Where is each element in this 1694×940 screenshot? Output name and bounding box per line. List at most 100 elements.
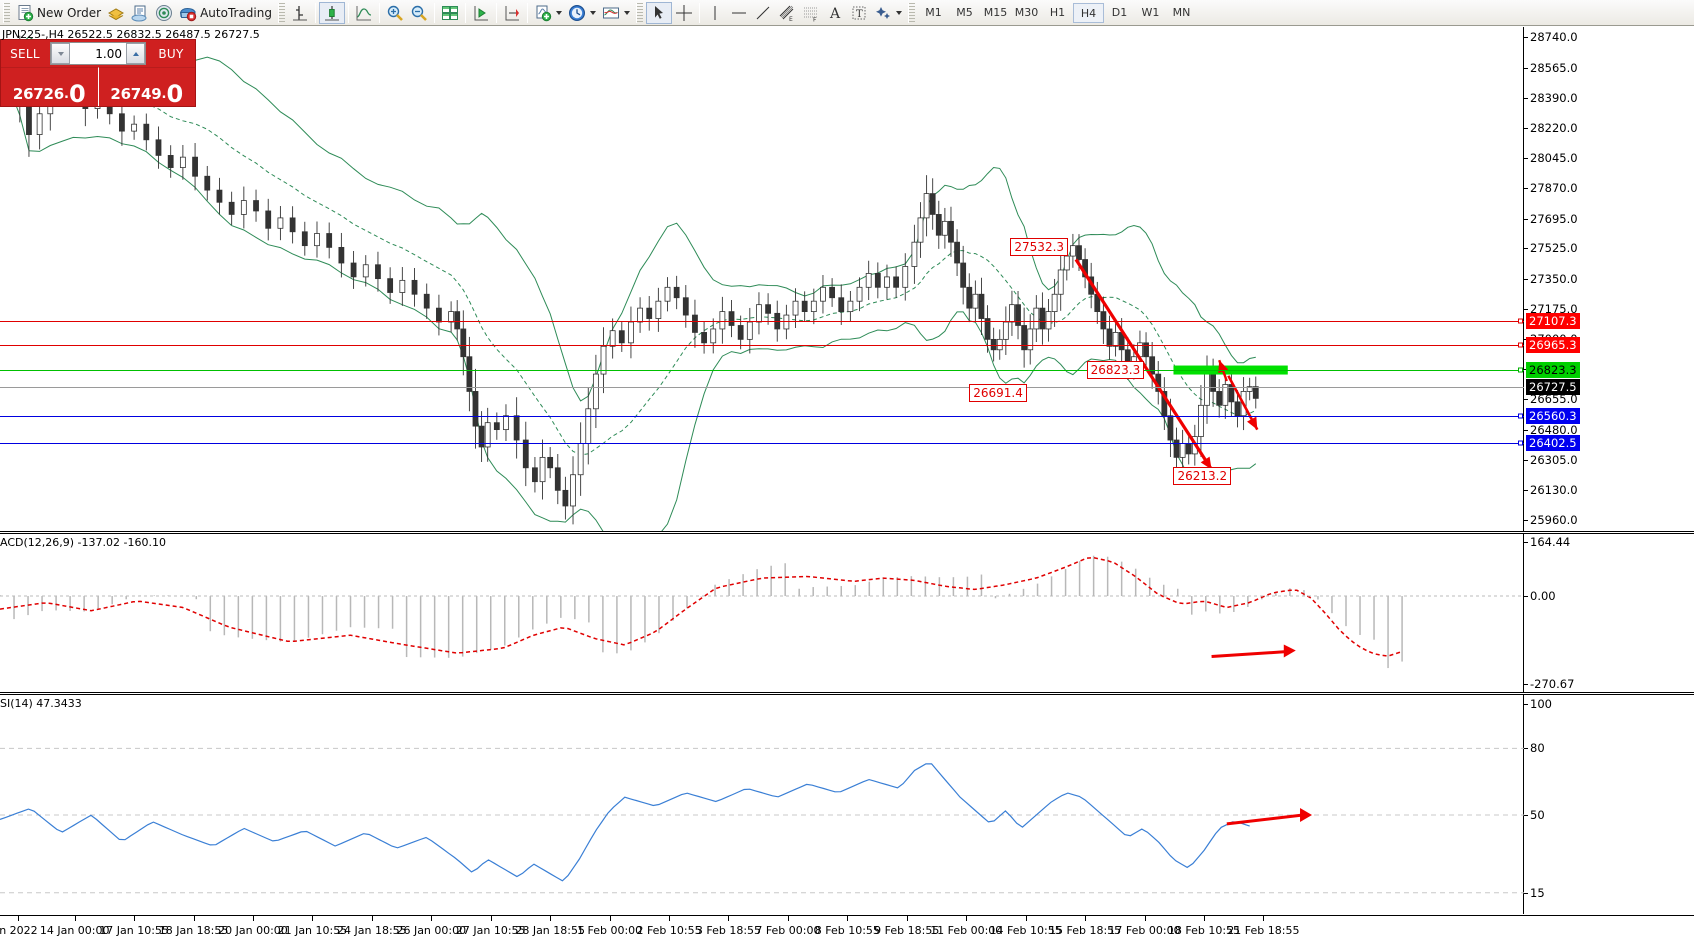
autoscroll-icon [472,4,490,22]
rsi-pane[interactable]: SI(14) 47.3433 100 80 50 15 [0,694,1694,914]
signals-button[interactable] [152,2,176,24]
text-label-button[interactable]: T [847,2,871,24]
zoom-out-button[interactable] [407,2,431,24]
macd-series [0,555,1524,669]
trendline-button[interactable] [751,2,775,24]
volume-value[interactable]: 1.00 [95,46,122,61]
timeframe-h4[interactable]: H4 [1072,2,1104,23]
price-y-axis[interactable]: 28740.0 28565.0 28390.0 28220.0 28045.0 27870… [1524,27,1694,531]
price-level-line-26965.3[interactable] [0,345,1524,347]
price-annotation-27532.3[interactable]: 27532.3 [1010,237,1069,256]
price-level-handle[interactable] [1518,440,1523,446]
data-window-button[interactable] [128,2,152,24]
chart-drawings[interactable] [0,27,1524,531]
toolbar-grip-3[interactable] [635,2,643,23]
timeframe-group: M1 M5 M15 M30 H1 H4 D1 W1 MN [918,2,1197,23]
price-annotation-26823.3[interactable]: 26823.3 [1086,361,1145,380]
shapes-chevron-down-icon[interactable] [895,10,902,15]
macd-pane[interactable]: ACD(12,26,9) -137.02 -160.10 164.44 0.00 -… [0,533,1694,693]
price-tick: 27525.0 [1524,241,1578,255]
fibonacci-retracement-icon: F [802,4,820,22]
time-tick-label: 20 Jan 00:00 [218,924,288,937]
time-tick-label: 2 Feb 10:55 [636,924,702,937]
toolbar-divider-3 [378,2,380,23]
buy-button[interactable]: BUY [158,46,184,61]
timeframe-mn[interactable]: MN [1172,5,1191,19]
volume-dropdown-button[interactable] [51,43,70,64]
svg-text:T: T [856,9,863,20]
periods-button[interactable] [565,2,599,24]
zoom-in-button[interactable] [383,2,407,24]
crosshair-button[interactable] [672,2,696,24]
price-level-line-26727.5[interactable] [0,386,1524,388]
price-pane[interactable]: 27532.3 26823.3 26691.4 26213.2 28740.0 2856… [0,27,1694,532]
time-tick-mark [193,916,195,921]
autotrading-button[interactable]: AutoTrading [176,2,275,24]
volume-stepper[interactable]: 1.00 [50,42,146,65]
chart-shift-button[interactable] [500,2,524,24]
chart-area[interactable]: 27532.3 26823.3 26691.4 26213.2 28740.0 2856… [0,27,1694,940]
autotrading-label: AutoTrading [200,5,272,20]
timeframe-m30[interactable]: M30 [1014,5,1039,19]
new-order-button[interactable]: New Order [13,2,104,24]
vertical-line-button[interactable] [703,2,727,24]
macd-plot[interactable] [0,534,1524,692]
timeframe-d1[interactable]: D1 [1111,5,1128,19]
text-button[interactable]: A [823,2,847,24]
templates-button[interactable] [599,2,633,24]
text-label-icon: T [850,4,868,22]
price-annotation-26691.4[interactable]: 26691.4 [969,383,1027,402]
indicators-chevron-down-icon[interactable] [555,10,562,15]
price-level-handle[interactable] [1518,367,1523,373]
one-click-trading-panel[interactable]: SELL 1.00 BUY 26726 . 0 26749 . 0 [0,39,196,107]
indicators-button[interactable] [531,2,565,24]
price-level-line-26560.3[interactable] [0,415,1524,417]
macd-y-axis[interactable]: 164.44 0.00 -270.67 [1524,534,1694,692]
ask-quote[interactable]: 26749 . 0 [97,67,195,106]
price-level-line-26823.3[interactable] [0,370,1524,372]
price-tick: 27175.0 [1524,302,1578,316]
bid-quote[interactable]: 26726 . 0 [1,67,98,106]
bar-chart-button[interactable] [288,2,312,24]
expert-advisors-button[interactable] [104,2,128,24]
toolbar-grip-2[interactable] [277,2,285,23]
rsi-plot[interactable] [0,695,1524,914]
tile-windows-button[interactable] [438,2,462,24]
fibonacci-retracement-button[interactable]: F [799,2,823,24]
rsi-y-axis[interactable]: 100 80 50 15 [1524,695,1694,914]
toolbar-grip[interactable] [3,2,10,23]
equidistant-channel-button[interactable]: E [775,2,799,24]
volume-increase-button[interactable] [126,43,145,64]
svg-text:A: A [829,6,841,22]
timeframe-h1[interactable]: H1 [1049,5,1066,19]
timeframe-m1[interactable]: M1 [925,5,942,19]
indicators-icon [534,4,552,22]
price-level-handle[interactable] [1518,318,1523,324]
autoscroll-button[interactable] [469,2,493,24]
price-plot[interactable]: 27532.3 26823.3 26691.4 26213.2 [0,27,1524,531]
templates-chevron-down-icon[interactable] [623,10,630,15]
price-level-handle[interactable] [1518,413,1523,419]
sell-button[interactable]: SELL [10,46,40,61]
toolbar-grip-4[interactable] [907,2,915,23]
timeframe-w1[interactable]: W1 [1141,5,1160,19]
price-axis-line [1523,27,1524,531]
price-tick: 26305.0 [1524,453,1578,467]
horizontal-line-button[interactable] [727,2,751,24]
price-annotation-26213.2[interactable]: 26213.2 [1173,466,1232,485]
timeframe-m15[interactable]: M15 [983,5,1008,19]
expert-advisors-icon [107,4,125,22]
rsi-axis-line [1523,695,1524,914]
time-tick-label: 21 Feb 18:55 [1227,924,1300,937]
cursor-button[interactable] [645,1,672,24]
candlestick-chart-button[interactable] [318,1,345,24]
ask-price-integer: 26749 [110,85,162,103]
price-level-line-26402.5[interactable] [0,443,1524,445]
periods-chevron-down-icon[interactable] [589,10,596,15]
shapes-button[interactable] [871,2,905,24]
price-level-line-27107.3[interactable] [0,320,1524,322]
timeframe-m5[interactable]: M5 [956,5,973,19]
price-level-handle[interactable] [1518,342,1523,348]
line-chart-button[interactable] [352,2,376,24]
